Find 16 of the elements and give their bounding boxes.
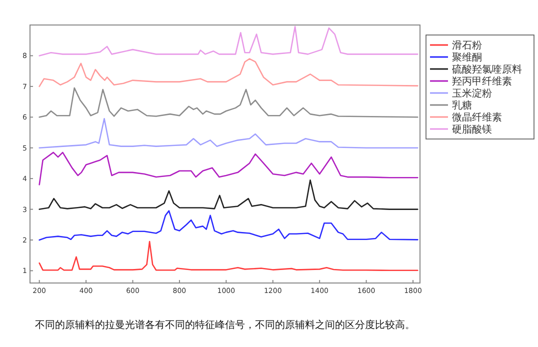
legend-label: 硬脂酸镁 [452, 124, 492, 136]
text: 不同的原辅料的拉曼光谱各有不同的特征峰信号，不同的原辅料之间的区分度比较高。 [35, 319, 415, 331]
line-series [38, 210, 418, 241]
legend-label: 硫酸羟氯喹原料 [452, 64, 522, 76]
line-series [38, 240, 418, 272]
legend-label: 玉米淀粉 [452, 88, 492, 100]
legend-label: 乳糖 [452, 100, 472, 112]
line-series [38, 152, 418, 186]
line-series [38, 58, 418, 88]
line-series [38, 179, 418, 210]
legend-label: 羟丙甲纤维素 [452, 76, 512, 88]
legend-label: 聚维酮 [452, 52, 482, 64]
line-series [38, 118, 418, 149]
line-series [38, 26, 418, 56]
legend-label: 滑石粉 [452, 40, 482, 52]
legend-label: 微晶纤维素 [452, 112, 502, 124]
